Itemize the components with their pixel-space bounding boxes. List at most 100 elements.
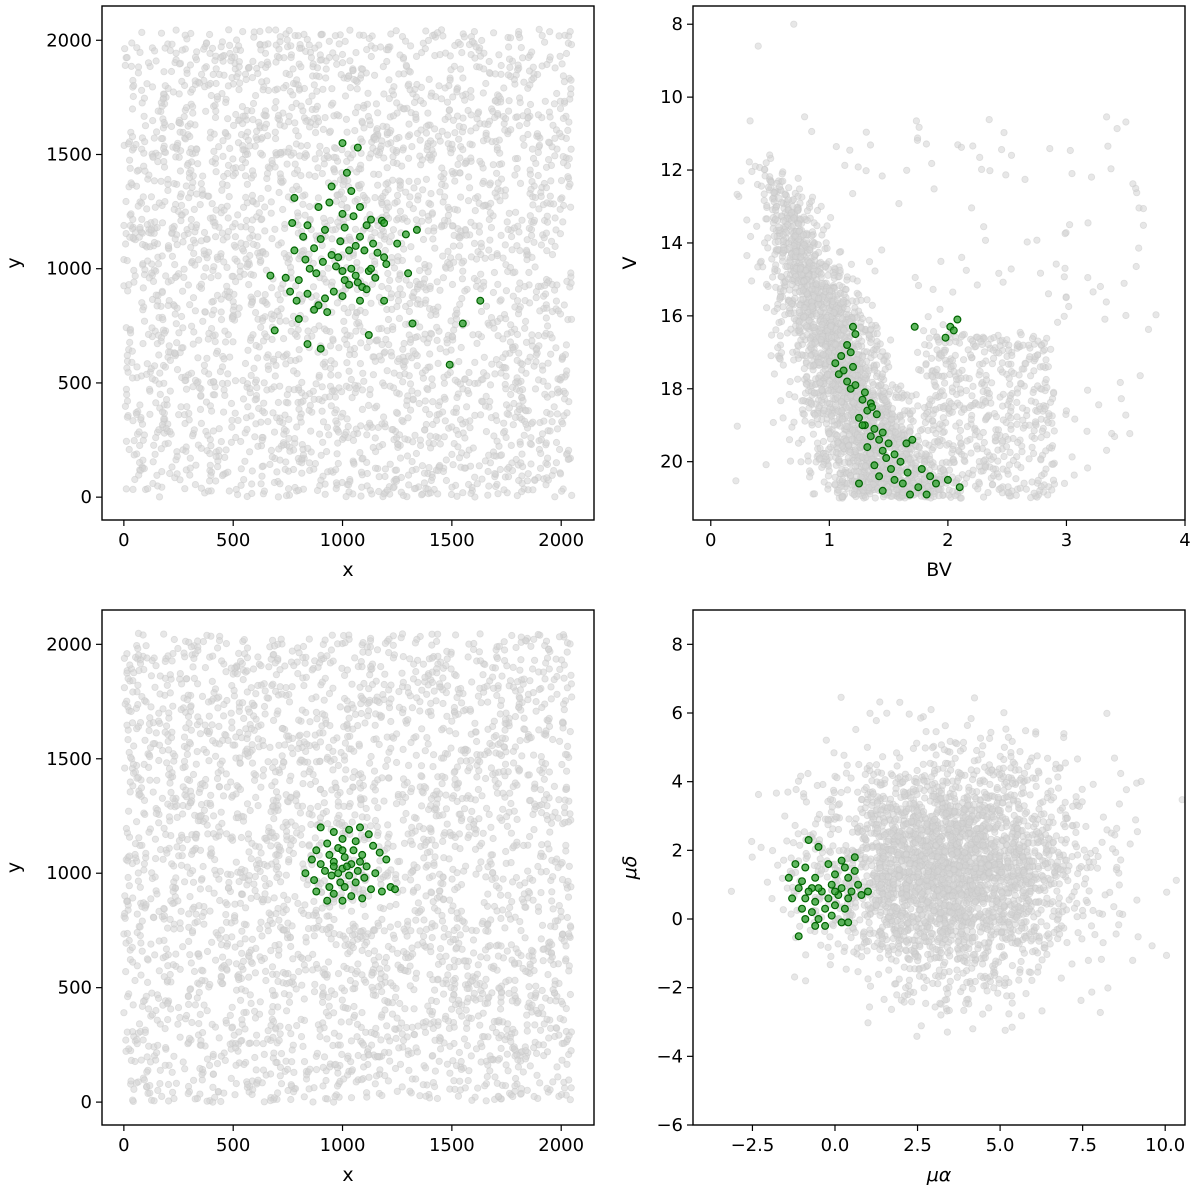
- background-point: [200, 45, 208, 53]
- background-point: [369, 371, 377, 379]
- background-point: [263, 170, 272, 178]
- member-point: [292, 296, 301, 305]
- background-point: [126, 156, 134, 164]
- background-point: [487, 413, 495, 422]
- background-point: [968, 392, 976, 400]
- background-point: [1033, 236, 1041, 244]
- background-point: [418, 209, 426, 217]
- background-point: [430, 125, 439, 133]
- background-point: [445, 260, 454, 268]
- background-point: [363, 469, 371, 478]
- background-point: [342, 115, 350, 123]
- background-point: [422, 296, 430, 304]
- background-point: [1028, 478, 1036, 486]
- background-point: [359, 369, 367, 377]
- background-point: [261, 227, 269, 235]
- background-point: [363, 431, 371, 439]
- background-point: [550, 403, 558, 411]
- background-point: [150, 134, 158, 142]
- background-point: [248, 489, 256, 498]
- member-point: [345, 280, 354, 289]
- background-point: [127, 210, 135, 218]
- background-point: [134, 63, 143, 71]
- background-point: [240, 475, 248, 484]
- background-point: [346, 346, 354, 354]
- background-point: [317, 451, 325, 459]
- background-point: [408, 354, 416, 362]
- background-point: [535, 205, 543, 213]
- background-point: [549, 200, 558, 208]
- background-point: [327, 402, 335, 410]
- background-point: [922, 361, 930, 369]
- background-point: [366, 486, 374, 494]
- background-point: [476, 411, 485, 419]
- background-point: [426, 137, 435, 145]
- background-point: [164, 439, 172, 447]
- background-point: [143, 221, 151, 229]
- background-point: [121, 45, 129, 53]
- background-point: [493, 416, 501, 425]
- background-point: [927, 354, 936, 362]
- background-point: [399, 146, 407, 154]
- background-point: [543, 304, 551, 312]
- background-point: [232, 485, 240, 494]
- member-point: [458, 319, 467, 328]
- member-point: [353, 143, 362, 152]
- background-point: [467, 87, 475, 95]
- background-point: [175, 329, 183, 337]
- background-point: [1101, 315, 1109, 323]
- background-point: [386, 276, 394, 284]
- background-point: [455, 135, 463, 143]
- background-point: [357, 149, 365, 157]
- background-point: [223, 263, 231, 271]
- background-point: [470, 239, 479, 247]
- background-point: [412, 52, 421, 61]
- background-point: [1152, 311, 1160, 319]
- background-point: [222, 338, 230, 346]
- background-point: [921, 341, 929, 349]
- background-point: [445, 106, 454, 114]
- background-point: [257, 194, 265, 203]
- background-point: [363, 343, 371, 351]
- background-point: [268, 235, 276, 243]
- background-point: [209, 70, 217, 79]
- background-point: [1066, 146, 1074, 155]
- background-point: [434, 359, 442, 367]
- background-point: [152, 57, 160, 65]
- background-point: [925, 334, 934, 342]
- x-axis-label: x: [342, 559, 353, 581]
- background-point: [743, 216, 751, 224]
- background-point: [181, 376, 189, 385]
- background-point: [511, 171, 519, 179]
- background-point: [271, 128, 279, 136]
- background-point: [260, 379, 268, 387]
- background-point: [455, 253, 463, 261]
- background-point: [161, 44, 169, 52]
- background-point: [241, 172, 250, 180]
- background-point: [228, 416, 236, 424]
- background-point: [503, 330, 511, 338]
- background-point: [338, 59, 347, 67]
- background-point: [149, 458, 157, 466]
- background-point: [332, 417, 340, 425]
- background-point: [371, 44, 379, 52]
- background-point: [463, 451, 471, 459]
- background-point: [459, 114, 467, 122]
- background-point: [225, 193, 233, 201]
- background-point: [456, 65, 465, 73]
- background-point: [189, 236, 198, 244]
- background-point: [557, 195, 565, 203]
- background-point: [428, 209, 436, 217]
- background-point: [350, 460, 358, 468]
- background-point: [154, 107, 162, 115]
- background-point: [507, 321, 515, 329]
- background-point: [144, 257, 152, 265]
- background-point: [448, 222, 456, 230]
- background-point: [991, 433, 999, 441]
- background-point: [787, 325, 795, 333]
- background-point: [506, 34, 515, 42]
- background-point: [186, 148, 194, 156]
- background-point: [135, 471, 143, 479]
- background-point: [357, 492, 365, 500]
- background-point: [152, 291, 160, 299]
